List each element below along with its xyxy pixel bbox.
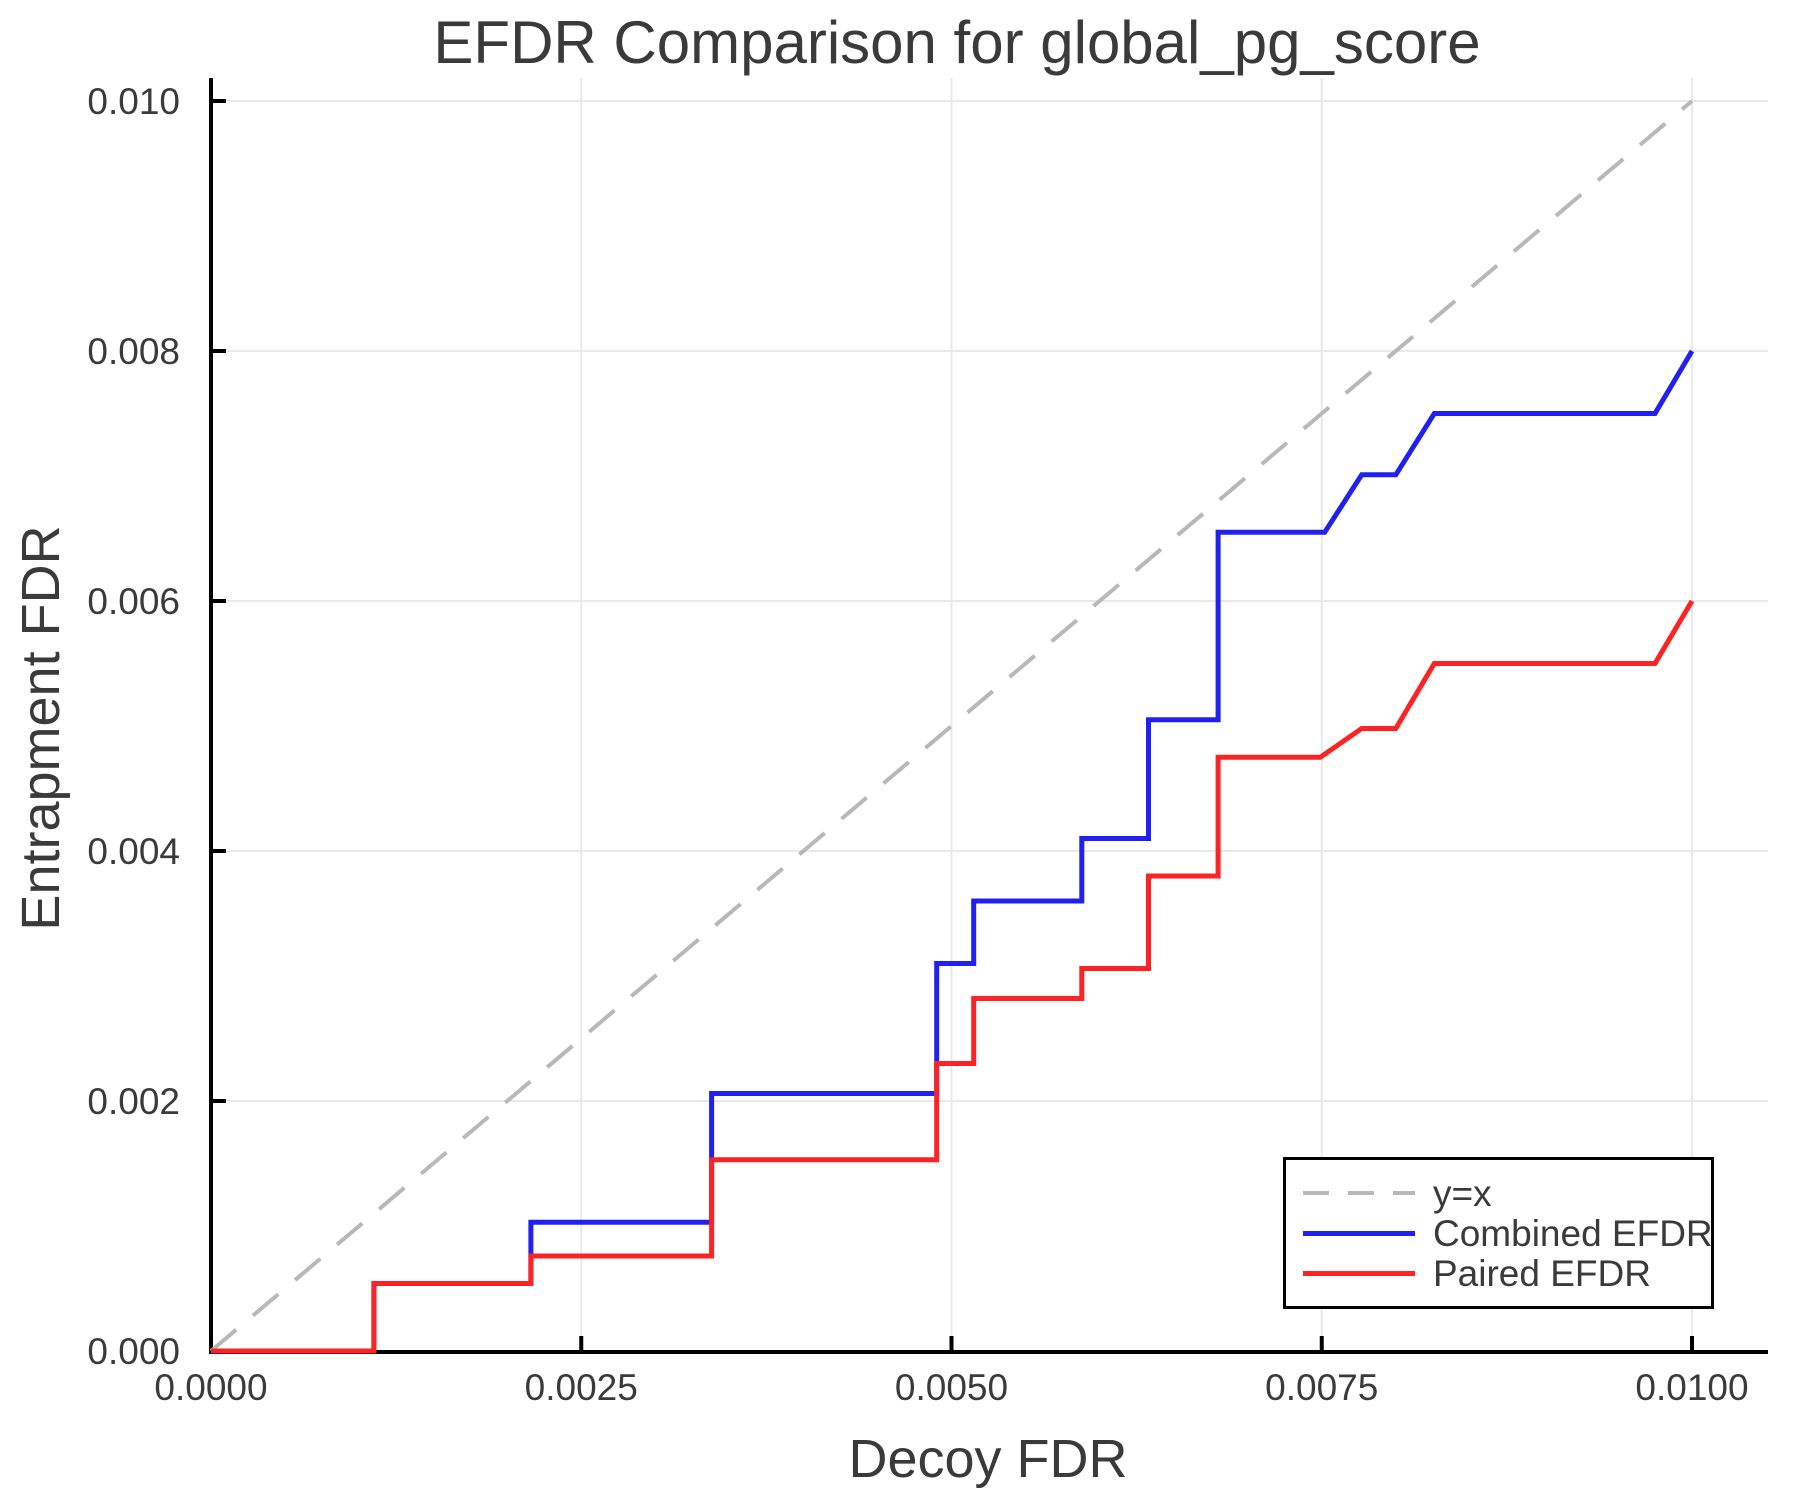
y-axis-label: Entrapment FDR	[11, 525, 71, 931]
y-tick-label: 0.004	[87, 831, 180, 872]
y-tick-label: 0.006	[87, 581, 180, 622]
x-tick-label: 0.0025	[525, 1367, 638, 1408]
x-tick-label: 0.0050	[895, 1367, 1008, 1408]
y-tick-label: 0.010	[87, 81, 180, 122]
red-line-swatch	[1303, 1270, 1415, 1276]
y-tick-label: 0.000	[87, 1331, 180, 1372]
legend-entry-paired-efdr: Paired EFDR	[1303, 1253, 1711, 1293]
series-line-combined-efdr	[211, 349, 1695, 1354]
y-tick-label: 0.008	[87, 331, 180, 372]
blue-line-swatch	[1303, 1230, 1415, 1236]
y-tick-label: 0.002	[87, 1081, 180, 1122]
legend-label: Combined EFDR	[1433, 1212, 1713, 1254]
x-tick-label: 0.0100	[1635, 1367, 1748, 1408]
x-axis-label: Decoy FDR	[848, 1429, 1128, 1489]
legend-label: y=x	[1433, 1172, 1492, 1214]
legend-entry-combined-efdr: Combined EFDR	[1303, 1212, 1713, 1254]
x-tick-label: 0.0000	[154, 1367, 267, 1408]
chart-title: EFDR Comparison for global_pg_score	[433, 9, 1481, 76]
x-tick-label: 0.0075	[1265, 1367, 1378, 1408]
series-line-y-x	[209, 99, 1694, 1353]
legend-entry-yx: y=x	[1303, 1173, 1711, 1213]
series-line-paired-efdr	[211, 599, 1695, 1354]
legend: y=x Combined EFDR Paired EFDR	[1283, 1157, 1714, 1309]
legend-label: Paired EFDR	[1433, 1252, 1651, 1294]
dashed-line-swatch	[1303, 1191, 1415, 1195]
